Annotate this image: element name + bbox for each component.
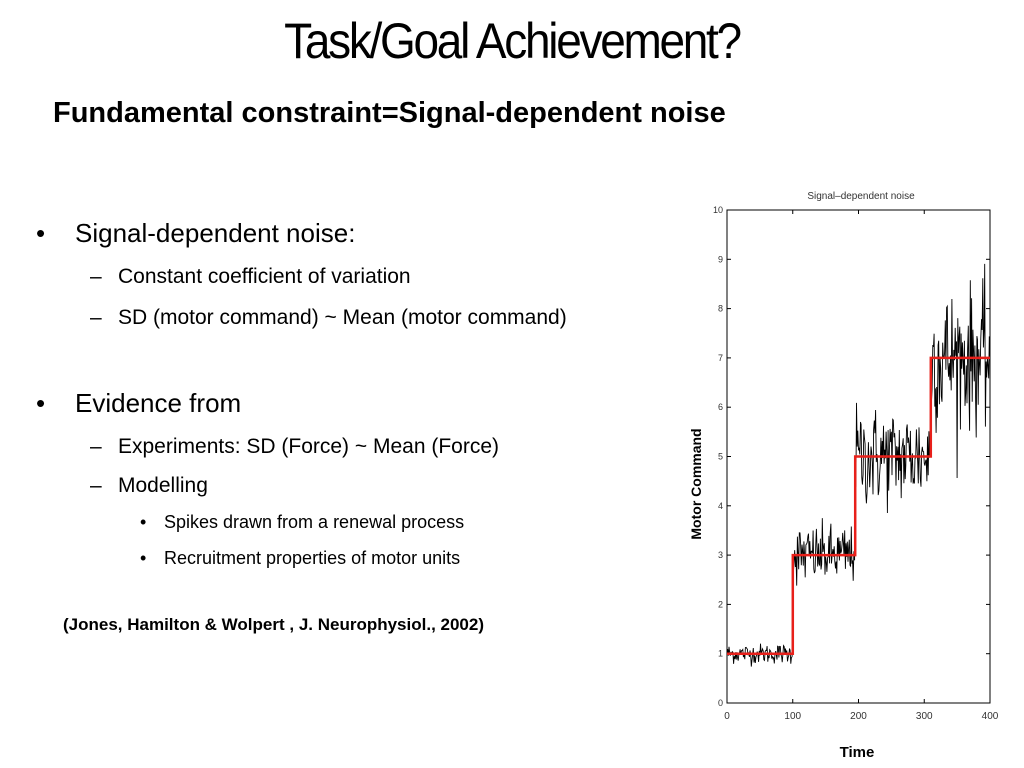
y-tick-label: 6: [718, 402, 723, 412]
bullet-signal-dependent-noise: Signal-dependent noise:: [75, 218, 356, 248]
y-tick-label: 8: [718, 304, 723, 314]
bullet-marker: •: [140, 512, 147, 532]
bullet-experiments: Experiments: SD (Force) ~ Mean (Force): [118, 435, 500, 458]
y-tick-label: 10: [713, 205, 723, 215]
y-tick-label: 1: [718, 649, 723, 659]
chart-title: Signal–dependent noise: [807, 191, 915, 202]
y-tick-label: 9: [718, 254, 723, 264]
y-tick-label: 4: [718, 501, 723, 511]
bullet-marker: –: [90, 435, 102, 458]
bullet-constant-cv: Constant coefficient of variation: [118, 265, 411, 288]
y-axis-label: Motor Command: [688, 428, 704, 539]
y-tick-label: 5: [718, 452, 723, 462]
bullet-marker: •: [36, 388, 46, 418]
slide-subtitle: Fundamental constraint=Signal-dependent …: [53, 97, 726, 129]
x-tick-label: 400: [982, 711, 999, 722]
y-tick-label: 3: [718, 550, 723, 560]
bullet-spikes-renewal: Spikes drawn from a renewal process: [164, 512, 465, 532]
x-tick-label: 100: [784, 711, 801, 722]
citation: (Jones, Hamilton & Wolpert , J. Neurophy…: [63, 615, 484, 634]
y-tick-label: 0: [718, 698, 723, 708]
x-tick-label: 300: [916, 711, 933, 722]
bullet-marker: •: [140, 548, 147, 568]
bullet-marker: –: [90, 306, 102, 329]
slide-title: Task/Goal Achievement?: [284, 13, 742, 69]
bullet-marker: –: [90, 265, 102, 288]
bullet-marker: •: [36, 218, 46, 248]
bullet-recruitment: Recruitment properties of motor units: [164, 548, 461, 568]
bullet-sd-motor-command: SD (motor command) ~ Mean (motor command…: [118, 306, 567, 329]
bullet-marker: –: [90, 474, 102, 497]
x-tick-label: 200: [850, 711, 867, 722]
x-tick-label: 0: [724, 711, 730, 722]
plot-frame: [726, 209, 991, 704]
bullet-modelling: Modelling: [118, 474, 208, 497]
y-tick-label: 7: [718, 353, 723, 363]
x-axis-label: Time: [840, 744, 875, 761]
noise-trace: [726, 263, 990, 667]
mean-command-step-line: [727, 356, 990, 655]
y-tick-label: 2: [718, 599, 723, 609]
bullet-evidence-from: Evidence from: [75, 388, 242, 418]
